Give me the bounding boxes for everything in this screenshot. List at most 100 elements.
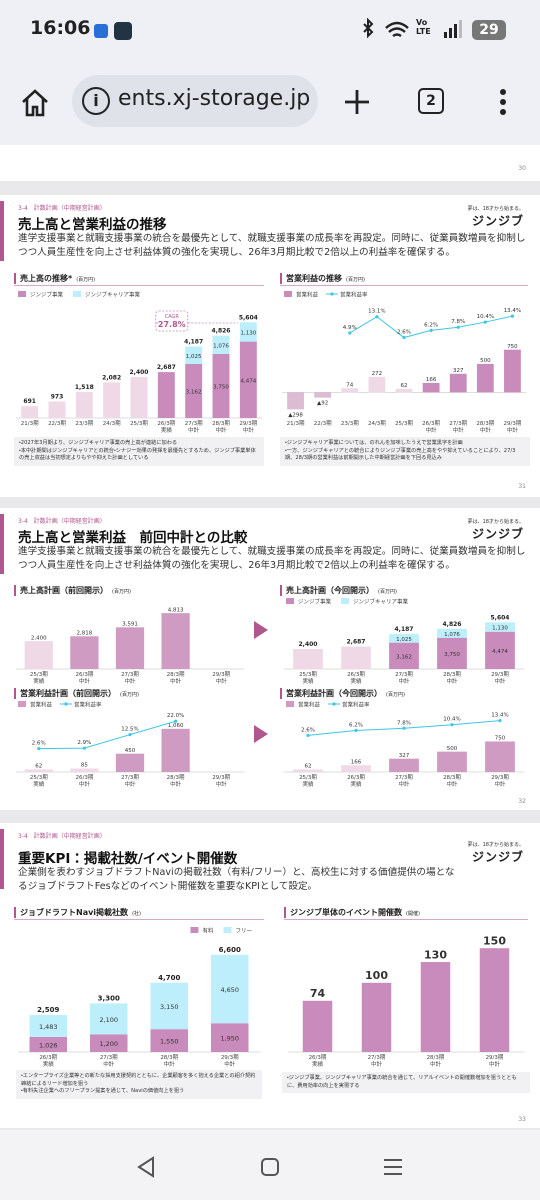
data-label: 1,025 bbox=[186, 354, 202, 360]
x-tick-label: 28/3期中計 bbox=[160, 1054, 178, 1068]
bar bbox=[476, 363, 494, 393]
tick-line: 中計 bbox=[188, 426, 200, 434]
line-marker bbox=[128, 733, 132, 737]
total-label: 3,300 bbox=[98, 994, 120, 1002]
legend-swatch bbox=[18, 701, 26, 707]
legend-label: 営業利益 bbox=[296, 291, 319, 299]
tick-line: 中計 bbox=[489, 1060, 501, 1068]
signal-bar bbox=[449, 28, 452, 38]
legend-label: 営業利益 bbox=[30, 701, 53, 709]
data-label: ▲92 bbox=[317, 401, 328, 407]
total-label: 2,687 bbox=[157, 364, 176, 371]
bar bbox=[485, 631, 515, 669]
x-tick-label: 25/3期実績 bbox=[30, 671, 48, 685]
bar bbox=[89, 1003, 128, 1035]
data-label: 3,150 bbox=[160, 1003, 179, 1011]
legend-swatch bbox=[73, 291, 82, 297]
total-label: 4,187 bbox=[184, 338, 203, 345]
data-label: 3,162 bbox=[396, 654, 412, 660]
bar bbox=[130, 377, 148, 418]
bar bbox=[24, 769, 53, 772]
bar bbox=[395, 388, 413, 393]
legend-swatch bbox=[330, 292, 334, 296]
page-number: 33 bbox=[518, 1116, 526, 1123]
bar bbox=[302, 1000, 333, 1052]
dot bbox=[500, 109, 506, 115]
tick-line: 27/3期 bbox=[368, 1054, 386, 1061]
tick-line: 25/3期 bbox=[299, 671, 317, 678]
x-tick-label: 25/3期実績 bbox=[299, 774, 317, 788]
bar bbox=[314, 392, 332, 398]
tick-line: 中計 bbox=[426, 426, 438, 434]
data-label: 4,474 bbox=[240, 378, 256, 384]
logo: ジンジブ bbox=[471, 527, 524, 541]
data-label: 10.4% bbox=[443, 717, 460, 723]
slide: 3-4 計数計画（中期経営計画） 売上高と営業利益の推移 夢は、18才から始まる… bbox=[0, 195, 540, 497]
chart-title: ジンジブ単体のイベント開催数 (開催) bbox=[284, 907, 420, 918]
bar bbox=[437, 751, 467, 772]
new-tab-button[interactable] bbox=[343, 88, 371, 116]
legend-label: ジンジブキャリア事業 bbox=[85, 291, 141, 299]
tick-line: 中計 bbox=[446, 677, 458, 685]
signal-bar bbox=[459, 20, 462, 38]
tick-line: 中計 bbox=[170, 677, 182, 685]
note: ・エンタープライズ企業等との新たな採用支援契約とともに、企業顧客を多く抱える企業… bbox=[21, 1073, 256, 1087]
data-label: 1,076 bbox=[213, 343, 229, 349]
tick-line: 実績 bbox=[312, 1060, 324, 1068]
chart-title-text: 売上高計画（今回開示） bbox=[286, 586, 374, 595]
tick-line: 中計 bbox=[124, 677, 136, 685]
logo: ジンジブ bbox=[471, 214, 524, 228]
recents-button[interactable] bbox=[382, 1158, 404, 1176]
data-label: 2,100 bbox=[99, 1016, 118, 1024]
tab-switcher[interactable]: 2 bbox=[418, 88, 444, 114]
bar bbox=[389, 758, 419, 772]
tick-line: 27/3期 bbox=[395, 774, 413, 781]
tick-line: 26/3期 bbox=[39, 1054, 57, 1061]
home-icon bbox=[22, 89, 48, 117]
data-label: 1,200 bbox=[99, 1040, 118, 1048]
x-tick-label: 22/3期 bbox=[48, 420, 66, 427]
data-label: 10.4% bbox=[477, 314, 494, 320]
site-info-icon[interactable]: i bbox=[82, 87, 110, 115]
data-label: 74 bbox=[346, 382, 353, 388]
total-label: 4,187 bbox=[395, 626, 414, 633]
data-label: 74 bbox=[310, 987, 326, 1000]
system-icons bbox=[363, 18, 462, 39]
data-label: 2,818 bbox=[77, 630, 93, 636]
line-marker bbox=[348, 331, 352, 335]
data-label: 62 bbox=[305, 764, 312, 770]
slide-title: 重要KPI：掲載社数/イベント開催数 bbox=[18, 851, 238, 867]
bar bbox=[103, 382, 121, 418]
line-marker bbox=[375, 315, 379, 319]
line bbox=[38, 720, 176, 750]
tick-line: 中計 bbox=[398, 677, 410, 685]
menu-button[interactable] bbox=[496, 88, 510, 118]
x-tick-label: 27/3期中計 bbox=[395, 671, 413, 685]
total-label: 4,826 bbox=[443, 621, 462, 628]
total-label: 2,400 bbox=[299, 641, 318, 648]
data-label: 166 bbox=[351, 759, 362, 765]
bar bbox=[212, 335, 230, 354]
x-tick-label: 21/3期 bbox=[21, 420, 39, 427]
home-button[interactable] bbox=[20, 88, 50, 118]
bar bbox=[389, 642, 419, 669]
bar bbox=[239, 341, 257, 418]
bar bbox=[185, 346, 203, 365]
tick-line: 27/3期 bbox=[395, 671, 413, 678]
url-bar[interactable] bbox=[72, 75, 318, 127]
total-label: 4,826 bbox=[212, 328, 231, 335]
x-tick-label: 28/3期中計 bbox=[427, 1054, 445, 1068]
page-number: 30 bbox=[518, 165, 526, 172]
tick-line: 29/3期 bbox=[491, 671, 509, 678]
tick-line: 実績 bbox=[161, 426, 173, 434]
chart-title: 売上高計画（前回開示） (百万円) bbox=[14, 585, 131, 596]
chart-unit: (百万円) bbox=[112, 589, 131, 595]
tick-line: 中計 bbox=[494, 677, 506, 685]
x-tick-label: 26/3期中計 bbox=[75, 671, 93, 685]
back-button[interactable] bbox=[136, 1156, 156, 1178]
accent-bar bbox=[0, 514, 4, 574]
home-nav-button[interactable] bbox=[260, 1157, 280, 1177]
note: ・一方、ジンジブキャリアとの統合によりジンジブ事業の売上高をやや抑えていることに… bbox=[285, 447, 516, 462]
